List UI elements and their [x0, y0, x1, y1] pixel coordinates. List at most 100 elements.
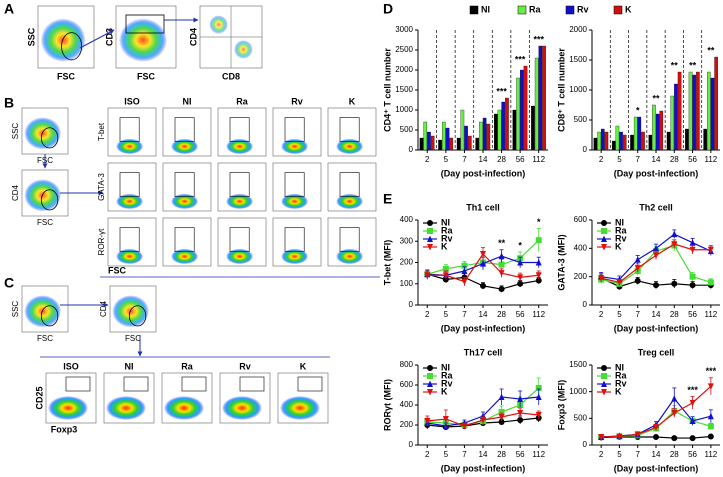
gate — [339, 172, 360, 197]
point — [498, 286, 505, 293]
bar — [430, 135, 435, 151]
point — [601, 244, 607, 251]
annotation: ** — [689, 60, 697, 70]
flow-population — [164, 396, 204, 420]
point — [535, 277, 542, 284]
column-label: K — [300, 361, 307, 371]
x-tick-label: 14 — [479, 310, 488, 319]
point — [517, 280, 524, 287]
x-tick-label: 56 — [688, 450, 697, 459]
point — [535, 272, 542, 279]
x-tick-label: 112 — [704, 450, 717, 459]
point — [671, 395, 678, 402]
bar — [519, 69, 524, 151]
x-tick-label: 7 — [635, 310, 640, 319]
point — [498, 393, 505, 400]
annotation: * — [537, 217, 541, 227]
point — [480, 251, 486, 258]
row-label: T-bet — [97, 122, 106, 141]
column-label: Ra — [181, 361, 193, 371]
bar — [604, 131, 609, 151]
bar — [475, 137, 480, 151]
point — [517, 410, 524, 417]
bar — [467, 135, 472, 151]
x-tick-label: 28 — [670, 155, 679, 164]
bar — [619, 131, 623, 151]
point — [535, 412, 542, 419]
legend-label: NI — [615, 362, 624, 372]
flow-population — [281, 248, 309, 265]
y-tick-label: 1500 — [569, 360, 587, 369]
point — [689, 239, 696, 246]
y-tick-label: 300 — [400, 236, 414, 245]
bar — [419, 137, 424, 151]
point — [601, 220, 607, 226]
x-tick-label: 112 — [532, 155, 545, 164]
annotation: *** — [515, 54, 526, 64]
flow-ylabel: CD25 — [34, 386, 44, 409]
point — [689, 417, 696, 424]
x-tick-label: 56 — [688, 155, 697, 164]
bar — [460, 109, 465, 151]
bar — [674, 83, 678, 151]
point — [461, 262, 468, 269]
x-tick-label: 2 — [599, 450, 604, 459]
flow-population — [336, 193, 364, 210]
flow-population — [112, 295, 150, 328]
gate — [284, 227, 305, 252]
y-axis-label: CD4⁺ T cell number — [382, 48, 392, 132]
point — [634, 256, 641, 263]
bar — [692, 74, 696, 151]
x-tick-label: 7 — [635, 155, 640, 164]
bar — [423, 121, 428, 151]
legend-label: Rv — [441, 378, 453, 388]
gate — [40, 189, 59, 211]
column-label: Ra — [236, 96, 248, 106]
point — [689, 273, 696, 280]
gate — [174, 117, 195, 142]
gate — [229, 172, 250, 197]
x-tick-label: 5 — [444, 450, 449, 459]
row-label: ROR-γt — [97, 228, 106, 255]
bar — [593, 137, 598, 151]
panel-label: A — [4, 1, 14, 17]
flow-xlabel: FSC — [37, 218, 53, 227]
bar — [456, 137, 461, 151]
y-tick-label: 1500 — [569, 55, 587, 64]
bar — [707, 71, 711, 151]
bar — [427, 131, 431, 151]
annotation: ** — [671, 60, 679, 70]
y-tick-label: 0 — [409, 440, 414, 449]
x-tick-label: 5 — [444, 310, 449, 319]
point — [480, 282, 486, 289]
y-tick-label: 0 — [583, 145, 588, 154]
bar — [615, 125, 620, 151]
column-label: ISO — [124, 96, 140, 106]
y-tick-label: 600 — [400, 380, 414, 389]
bar — [611, 140, 616, 151]
legend-label: Ra — [441, 225, 453, 235]
x-tick-label: 5 — [444, 155, 449, 164]
x-tick-label: 14 — [652, 310, 661, 319]
gate — [284, 172, 305, 197]
x-tick-label: 7 — [462, 450, 467, 459]
legend-label: Rv — [577, 4, 589, 14]
row-label: GATA-3 — [97, 173, 106, 201]
gate — [339, 227, 360, 252]
y-tick-label: 500 — [574, 413, 588, 422]
legend-label: Rv — [615, 233, 627, 243]
gate — [125, 14, 165, 34]
flow-population — [48, 396, 88, 420]
bar — [501, 101, 506, 151]
legend-label: K — [441, 241, 448, 251]
y-tick-label: 3000 — [395, 25, 413, 34]
y-tick-label: 1000 — [569, 85, 587, 94]
x-tick-label: 7 — [635, 450, 640, 459]
gate — [339, 117, 360, 142]
gate — [229, 117, 250, 142]
legend-label: NI — [615, 217, 624, 227]
bar — [685, 128, 689, 151]
gate — [119, 117, 140, 142]
x-axis-label: (Day post-infection) — [441, 463, 526, 473]
bar — [696, 71, 700, 151]
